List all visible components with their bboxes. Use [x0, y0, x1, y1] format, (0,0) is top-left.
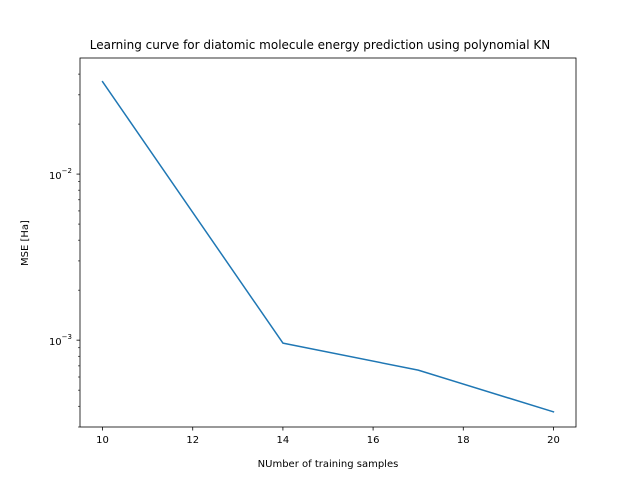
- x-tick-label: 18: [457, 435, 470, 446]
- x-tick-label: 20: [547, 435, 560, 446]
- x-tick-label: 14: [277, 435, 290, 446]
- y-tick-label: 10−2: [49, 167, 72, 182]
- x-tick-label: 12: [186, 435, 199, 446]
- chart-title: Learning curve for diatomic molecule ene…: [90, 38, 551, 52]
- x-axis-label: NUmber of training samples: [258, 459, 399, 470]
- x-tick-label: 10: [96, 435, 109, 446]
- plot-layer: 10 12 14 16 18 20 10−3 10−2: [49, 57, 577, 446]
- series-line: [101, 80, 555, 413]
- plot-frame: [79, 57, 577, 428]
- y-axis-label: MSE [Ha]: [20, 220, 31, 266]
- x-tick-label: 16: [367, 435, 380, 446]
- y-tick-label: 10−3: [49, 333, 72, 348]
